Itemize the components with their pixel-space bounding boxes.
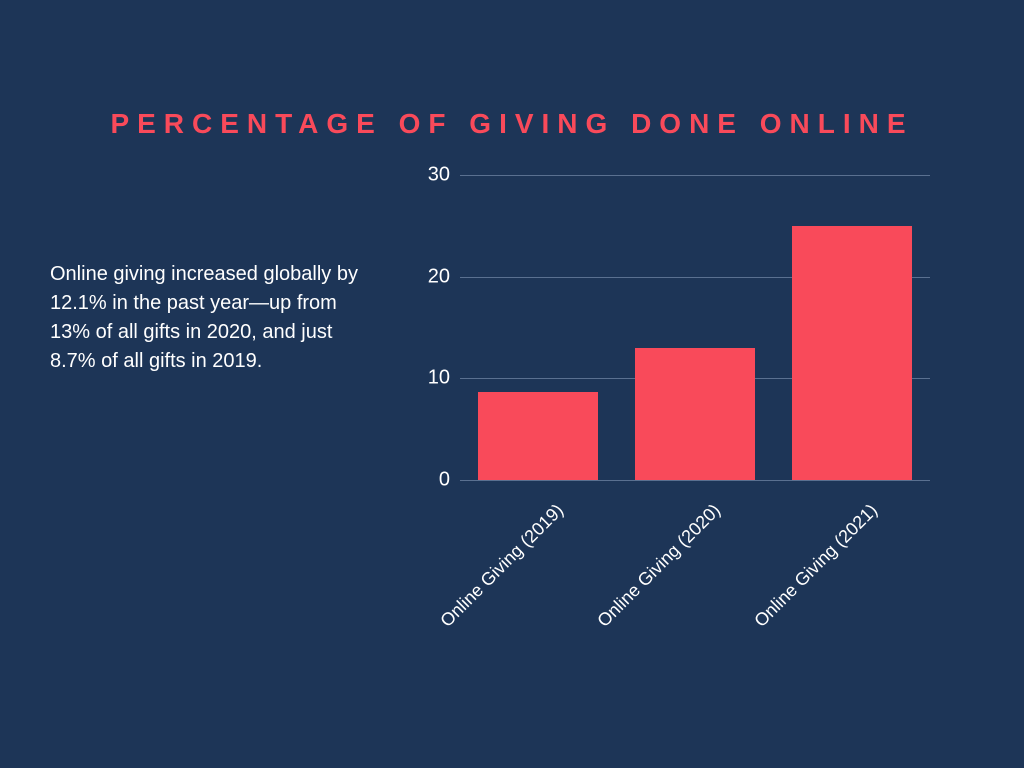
gridline [460,480,930,481]
bars-container [460,175,930,480]
bar [635,348,755,480]
bar [792,226,912,480]
x-tick-label: Online Giving (2020) [590,500,725,635]
y-tick-label: 30 [410,164,450,187]
chart-title: PERCENTAGE OF GIVING DONE ONLINE [0,108,1024,140]
bar-chart: 0102030 [400,175,930,480]
y-tick-label: 20 [410,265,450,288]
x-axis-labels: Online Giving (2019)Online Giving (2020)… [460,490,930,690]
chart-description: Online giving increased globally by 12.1… [50,260,360,376]
x-tick-label: Online Giving (2019) [433,500,568,635]
plot-area [460,175,930,480]
x-tick-label: Online Giving (2021) [746,500,881,635]
bar [478,392,598,480]
y-tick-label: 10 [410,367,450,390]
y-tick-label: 0 [410,469,450,492]
